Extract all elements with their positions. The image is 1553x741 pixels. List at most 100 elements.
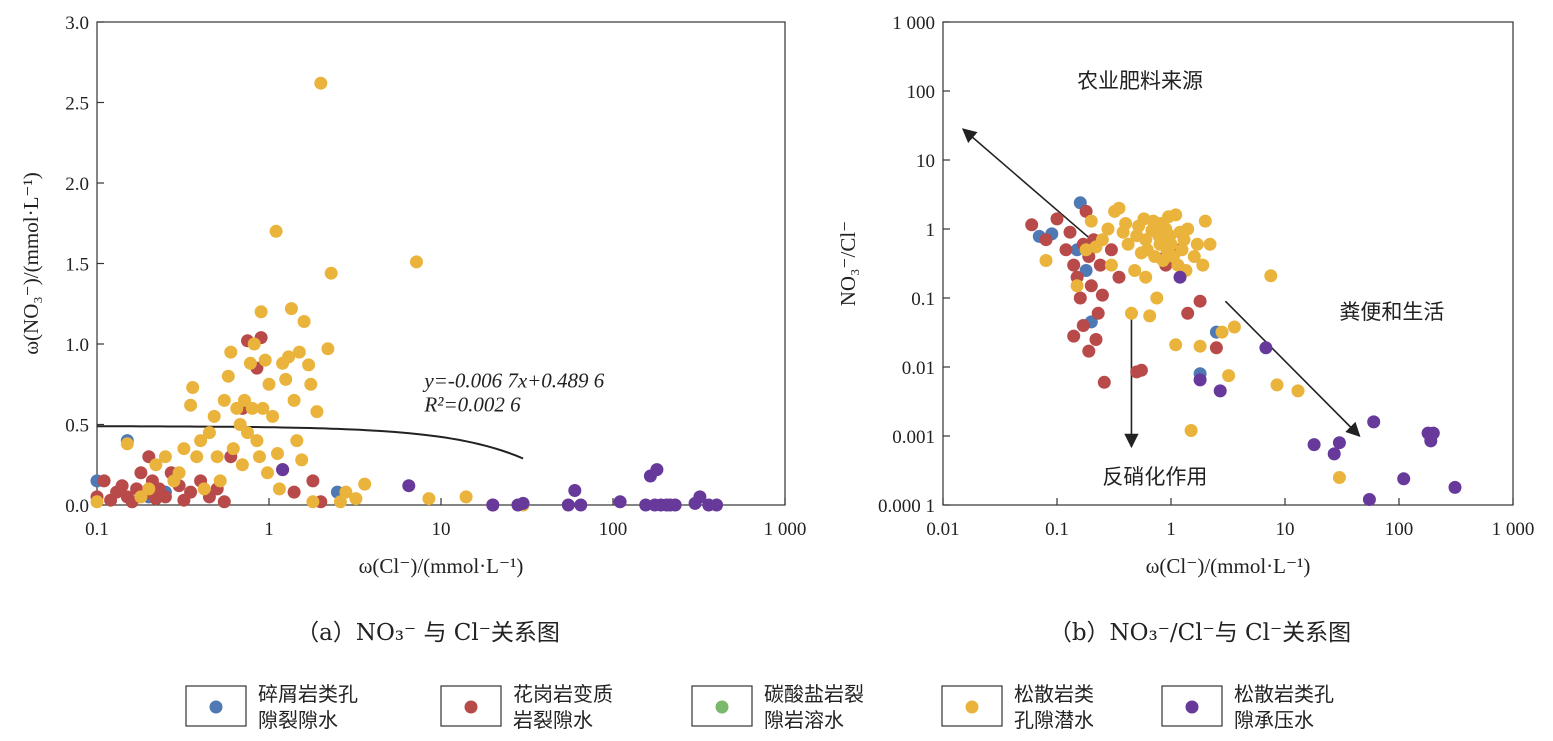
point-confined	[1173, 270, 1187, 284]
point-granite	[1209, 341, 1223, 355]
plot-frame	[942, 21, 1514, 506]
point-unconfined	[290, 434, 304, 448]
point-unconfined	[292, 345, 306, 359]
legend-marker-carbonate	[715, 700, 729, 714]
point-unconfined	[1193, 339, 1207, 353]
point-unconfined	[269, 224, 283, 238]
point-unconfined	[177, 442, 191, 456]
chart-b: 0.01 0.1 1 10 100 1 000 0.000 1 0.001 0.01 0.1 1 10…	[836, 13, 1534, 578]
point-granite	[1093, 258, 1107, 272]
point-unconfined	[1112, 201, 1126, 215]
point-confined	[568, 484, 582, 497]
point-unconfined	[1070, 279, 1084, 293]
point-confined	[486, 498, 500, 512]
point-unconfined	[243, 356, 257, 370]
x-tick-label: 0.1	[85, 519, 109, 540]
point-unconfined	[142, 482, 156, 496]
point-unconfined	[1104, 258, 1118, 272]
x-tick-label: 100	[599, 519, 628, 540]
point-unconfined	[1175, 243, 1189, 257]
point-unconfined	[324, 266, 338, 280]
point-unconfined	[1169, 338, 1183, 352]
point-unconfined	[358, 477, 372, 491]
point-unconfined	[1121, 237, 1135, 251]
point-confined	[668, 498, 682, 512]
point-unconfined	[1270, 378, 1284, 392]
point-unconfined	[422, 492, 436, 506]
point-granite	[1073, 291, 1087, 305]
y-tick-label: 1	[926, 220, 936, 241]
point-confined	[1367, 415, 1381, 429]
point-granite	[1067, 329, 1081, 343]
legend-label: 隙裂隙水	[258, 708, 338, 732]
point-confined	[1327, 447, 1341, 461]
point-granite	[1112, 270, 1126, 284]
point-granite	[1025, 218, 1039, 232]
point-unconfined	[1184, 424, 1198, 437]
point-granite	[1134, 363, 1148, 377]
point-unconfined	[184, 398, 198, 412]
point-unconfined	[221, 369, 235, 383]
point-unconfined	[339, 485, 353, 499]
point-unconfined	[1095, 233, 1109, 247]
point-unconfined	[1169, 208, 1183, 222]
chart-a: 0.1 1 10 100 1 000 0.0 0.5 1.0 1.5 2.0 2.5 3.0 ω(Cl⁻…	[19, 13, 806, 578]
legend-label: 花岗岩变质	[513, 682, 613, 706]
point-granite	[158, 490, 172, 504]
point-unconfined	[172, 466, 186, 480]
point-unconfined	[90, 495, 104, 509]
point-granite	[1082, 344, 1096, 358]
point-unconfined	[241, 426, 254, 440]
point-unconfined	[149, 458, 163, 472]
point-granite	[1193, 294, 1207, 308]
point-unconfined	[266, 409, 280, 423]
point-confined	[650, 463, 664, 477]
point-confined	[1448, 480, 1462, 494]
point-granite	[1089, 333, 1103, 346]
point-unconfined	[284, 302, 298, 316]
point-granite	[287, 485, 301, 499]
y-axis-label: NO₃⁻/Cl⁻	[836, 221, 860, 307]
plot-frame	[96, 21, 786, 506]
point-unconfined	[302, 358, 316, 372]
legend-label: 碳酸盐岩裂	[764, 682, 864, 706]
point-confined	[613, 495, 627, 509]
point-unconfined	[1187, 250, 1201, 263]
point-unconfined	[1291, 384, 1305, 398]
legend-label: 孔隙潜水	[1014, 708, 1094, 732]
point-unconfined	[333, 495, 347, 509]
regression-r2: R²=0.002 6	[423, 393, 521, 417]
point-granite	[134, 466, 148, 480]
point-unconfined	[1128, 264, 1142, 277]
point-unconfined	[238, 393, 251, 407]
point-unconfined	[295, 453, 309, 467]
y-tick-label: 2.0	[65, 174, 89, 195]
legend-label: 隙岩溶水	[764, 708, 844, 732]
legend-label: 松散岩类孔	[1234, 682, 1334, 706]
point-unconfined	[158, 450, 172, 464]
y-tick-label: 10	[916, 151, 935, 172]
point-granite	[184, 485, 198, 499]
point-unconfined	[306, 495, 320, 509]
point-unconfined	[1227, 320, 1241, 334]
y-tick-label: 0.0	[65, 496, 89, 517]
regression-equation: y=-0.006 7x+0.489 6	[422, 368, 604, 392]
legend-marker-unconfined	[965, 700, 979, 714]
point-unconfined	[1264, 269, 1278, 283]
point-unconfined	[202, 426, 216, 440]
y-tick-label: 1.5	[65, 255, 89, 276]
point-confined	[1332, 436, 1346, 450]
point-confined	[402, 479, 416, 493]
point-confined	[561, 498, 575, 512]
caption-b: （b）NO₃⁻/Cl⁻与 Cl⁻关系图	[1049, 620, 1351, 646]
y-tick-label: 0.5	[65, 416, 89, 437]
point-unconfined	[1332, 471, 1346, 484]
annotation: 粪便和生活	[1339, 300, 1444, 324]
x-tick-label: 1 000	[1492, 519, 1535, 540]
point-unconfined	[217, 393, 231, 407]
point-unconfined	[120, 437, 134, 451]
point-unconfined	[1101, 222, 1115, 236]
x-tick-label: 100	[1385, 519, 1414, 540]
point-granite	[1067, 258, 1081, 272]
point-unconfined	[1215, 325, 1229, 339]
